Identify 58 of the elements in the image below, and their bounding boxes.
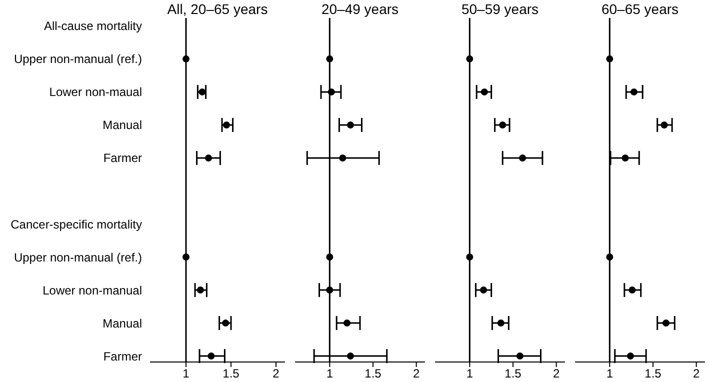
point	[497, 320, 504, 327]
x-tick-label: 1.5	[644, 366, 662, 381]
point	[480, 88, 488, 96]
x-tick-label: 2	[552, 366, 560, 381]
point	[326, 286, 334, 294]
y-tick-label: Farmer	[103, 349, 142, 364]
point	[339, 154, 346, 162]
point	[606, 254, 614, 261]
x-tick-label: 1.5	[364, 366, 382, 381]
x-tick-label: 1	[182, 366, 190, 381]
point	[222, 320, 230, 327]
y-tick-label: Lower non-manual	[42, 283, 142, 298]
point	[196, 286, 204, 294]
point	[480, 286, 488, 294]
x-tick-label: 1	[326, 366, 334, 381]
point	[328, 88, 335, 96]
point	[344, 320, 350, 327]
x-tick-label: 2	[272, 366, 280, 381]
point	[346, 352, 354, 360]
x-tick-label: 1	[466, 366, 474, 381]
point	[660, 121, 668, 128]
y-tick-label: Manual	[102, 118, 142, 132]
y-tick-label: Upper non-manual (ref.)	[14, 250, 142, 264]
point	[466, 55, 474, 62]
x-tick-label: 2	[692, 366, 700, 381]
point	[326, 254, 334, 261]
point	[622, 154, 629, 162]
y-tick-label: Manual	[102, 316, 142, 330]
point	[466, 254, 474, 261]
y-tick-label: All-cause mortality	[44, 19, 142, 34]
chart-title: All, 20–65 years	[166, 0, 269, 18]
point	[499, 121, 506, 128]
point	[662, 320, 670, 327]
point	[630, 88, 638, 96]
point	[516, 352, 524, 360]
chart-title: 60–65 years	[600, 0, 680, 18]
y-tick-label: Upper non-manual (ref.)	[14, 52, 142, 66]
point	[198, 88, 206, 96]
point	[223, 121, 230, 128]
y-tick-label: Cancer-specific mortality	[10, 217, 142, 232]
point	[346, 121, 354, 128]
x-tick-label: 1.5	[504, 366, 522, 381]
x-tick-label: 2	[412, 366, 420, 381]
x-tick-label: 1	[606, 366, 614, 381]
y-tick-label: Lower non-maual	[49, 85, 142, 100]
point	[208, 352, 215, 360]
point	[628, 286, 636, 294]
point	[626, 352, 634, 360]
y-tick-label: Farmer	[103, 151, 142, 166]
chart-title: 50–59 years	[460, 0, 540, 18]
chart-title: 20–49 years	[320, 0, 400, 18]
point	[205, 154, 212, 162]
point	[519, 154, 526, 162]
point	[182, 254, 190, 261]
point	[606, 55, 614, 62]
x-tick-label: 1.5	[222, 366, 240, 381]
point	[182, 55, 190, 62]
point	[326, 55, 334, 62]
